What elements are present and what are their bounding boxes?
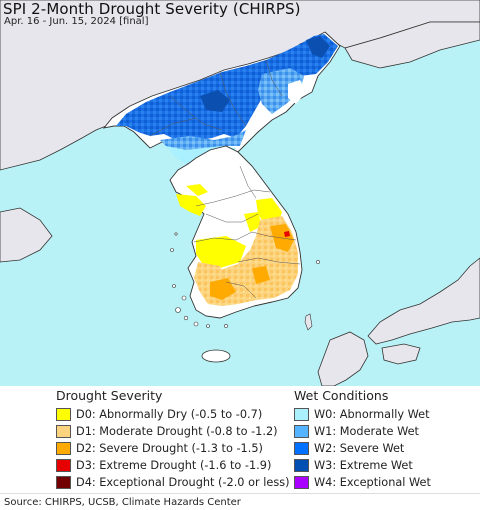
legend-label: D1: Moderate Drought (-0.8 to -1.2) xyxy=(76,424,278,438)
legend-item-w1: W1: Moderate Wet xyxy=(294,423,419,439)
sk-d2-b xyxy=(210,278,236,300)
nk-wet-w1-east xyxy=(258,68,304,114)
legend-swatch xyxy=(56,475,71,489)
drought-map: SPI 2-Month Drought Severity (CHIRPS) Ap… xyxy=(0,0,480,386)
japan-honshu xyxy=(367,257,480,345)
legend-label: W1: Moderate Wet xyxy=(314,424,419,438)
china-west-coast xyxy=(0,207,53,263)
legend-swatch xyxy=(294,458,309,472)
drought-legend-title: Drought Severity xyxy=(56,388,163,403)
legend-item-w2: W2: Severe Wet xyxy=(294,440,404,456)
sk-d0-nw xyxy=(186,184,208,196)
legend-item-d3: D3: Extreme Drought (-1.6 to -1.9) xyxy=(56,457,271,473)
legend-label: D0: Abnormally Dry (-0.5 to -0.7) xyxy=(76,407,263,421)
legend-label: W3: Extreme Wet xyxy=(314,458,413,472)
legend-item-d0: D0: Abnormally Dry (-0.5 to -0.7) xyxy=(56,406,262,422)
legend-swatch xyxy=(294,424,309,438)
nk-wet-w2 xyxy=(116,34,338,142)
legend-item-d1: D1: Moderate Drought (-0.8 to -1.2) xyxy=(56,423,278,439)
legend-label: D3: Extreme Drought (-1.6 to -1.9) xyxy=(76,458,272,472)
japan-kyushu xyxy=(317,331,369,386)
wet-legend-title: Wet Conditions xyxy=(294,388,389,403)
legend-item-w3: W3: Extreme Wet xyxy=(294,457,413,473)
legend-label: W2: Severe Wet xyxy=(314,441,405,455)
nk-wet-w3-b xyxy=(200,90,230,112)
source-credit: Source: CHIRPS, UCSB, Climate Hazards Ce… xyxy=(4,497,241,508)
sw-islands xyxy=(170,232,320,328)
sk-d0-south xyxy=(196,236,246,268)
sk-d0-west xyxy=(176,194,206,216)
sk-d3 xyxy=(284,231,290,237)
nk-normal-ne xyxy=(288,80,306,104)
legend-swatch xyxy=(294,475,309,489)
nk-wet-w3-a xyxy=(306,36,330,58)
jeju-island xyxy=(201,349,231,363)
legend-item-d4: D4: Exceptional Drought (-2.0 or less) xyxy=(56,474,290,490)
sk-d2-c xyxy=(252,266,270,284)
map-title: SPI 2-Month Drought Severity (CHIRPS) xyxy=(3,0,301,18)
legend-swatch xyxy=(294,407,309,421)
footer-divider xyxy=(0,493,480,494)
map-subtitle: Apr. 16 - Jun. 15, 2024 [final] xyxy=(4,16,149,27)
legend-label: D4: Exceptional Drought (-2.0 or less) xyxy=(76,475,290,489)
legend-item-w0: W0: Abnormally Wet xyxy=(294,406,430,422)
legend-item-w4: W4: Exceptional Wet xyxy=(294,474,431,490)
nk-province-lines xyxy=(149,59,283,137)
legend-swatch xyxy=(56,441,71,455)
legend-item-d2: D2: Severe Drought (-1.3 to -1.5) xyxy=(56,440,263,456)
legend-label: W4: Exceptional Wet xyxy=(314,475,431,489)
tsushima xyxy=(304,313,313,331)
japan-shikoku xyxy=(381,343,421,365)
sk-d0-central xyxy=(244,212,262,232)
legend-swatch xyxy=(56,424,71,438)
sk-province-lines xyxy=(193,165,301,299)
legend: Drought Severity Wet Conditions D0: Abno… xyxy=(0,386,480,496)
legend-label: W0: Abnormally Wet xyxy=(314,407,430,421)
legend-swatch xyxy=(294,441,309,455)
russia-coast xyxy=(344,21,480,69)
legend-label: D2: Severe Drought (-1.3 to -1.5) xyxy=(76,441,263,455)
legend-swatch xyxy=(56,407,71,421)
legend-swatch xyxy=(56,458,71,472)
